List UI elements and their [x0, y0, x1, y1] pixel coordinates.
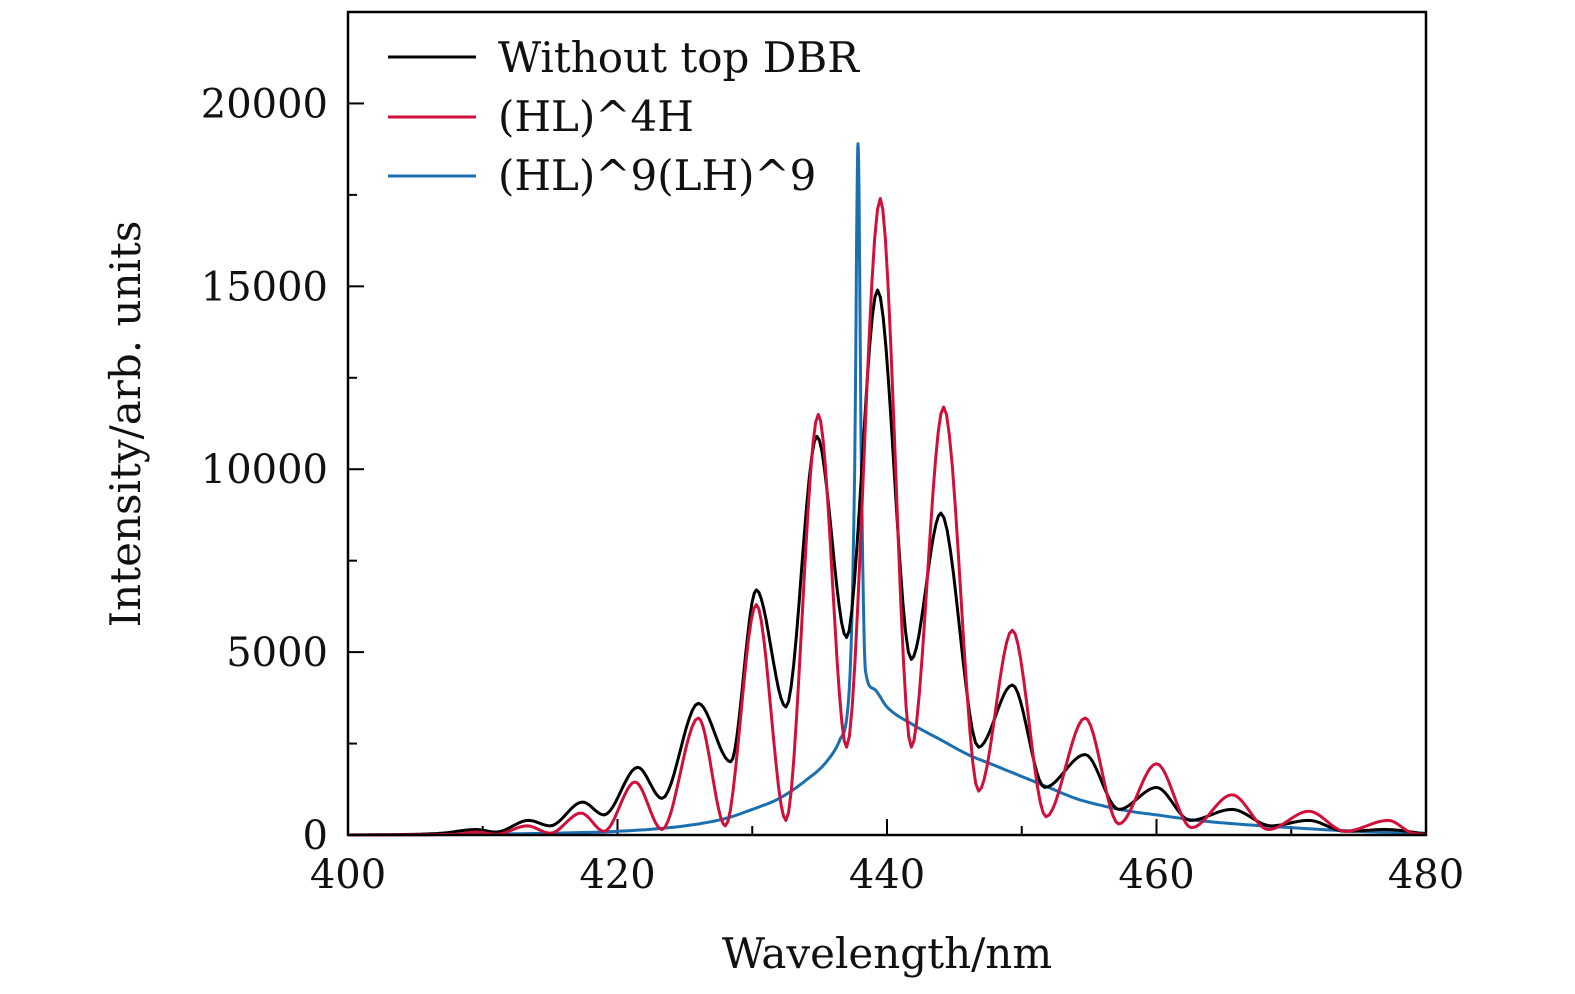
- x-tick-label: 440: [849, 852, 925, 898]
- legend-label-hl4h: (HL)^4H: [498, 92, 694, 141]
- y-tick-label: 20000: [201, 81, 328, 127]
- plot-frame: [346, 10, 1428, 837]
- series-line-2: [347, 142, 1427, 837]
- x-tick-label: 400: [310, 852, 386, 898]
- y-tick-label: 5000: [226, 630, 328, 676]
- legend: Without top DBR (HL)^4H (HL)^9(LH)^9: [388, 33, 860, 200]
- y-axis-title: Intensity/arb. units: [101, 221, 150, 628]
- series-line-0: [347, 288, 1427, 837]
- y-tick-label: 15000: [201, 264, 328, 310]
- x-tick-label: 460: [1118, 852, 1194, 898]
- x-axis-title: Wavelength/nm: [722, 929, 1052, 978]
- y-tick-label: 0: [303, 813, 328, 859]
- series-lines: [347, 142, 1427, 837]
- x-tick-label: 480: [1388, 852, 1464, 898]
- y-tick-label: 10000: [201, 447, 328, 493]
- series-line-1: [348, 197, 1427, 837]
- legend-label-without-top-dbr: Without top DBR: [498, 33, 860, 82]
- x-tick-label: 420: [579, 852, 655, 898]
- legend-label-hl9lh9: (HL)^9(LH)^9: [498, 151, 816, 200]
- axis-ticks: 400 420 440 460 480 0 5000 10000 15000 20000: [201, 11, 1464, 898]
